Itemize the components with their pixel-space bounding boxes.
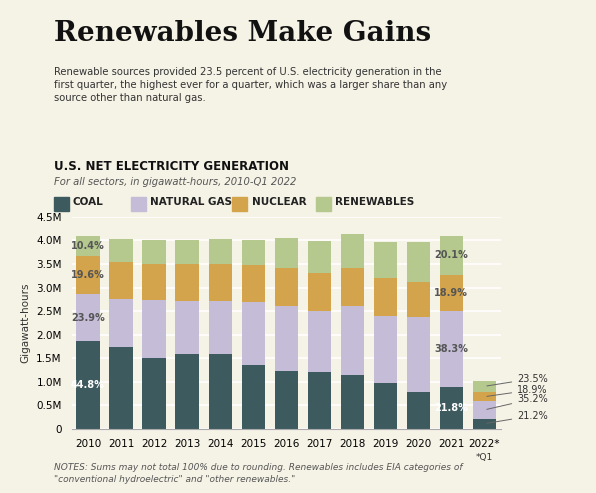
Bar [110,239,132,262]
Text: 18.9%: 18.9% [434,288,468,298]
Bar [440,275,462,312]
Bar [175,240,198,264]
Text: 44.8%: 44.8% [71,380,105,390]
Y-axis label: Gigawatt-hours: Gigawatt-hours [21,282,31,363]
Bar [241,265,265,302]
Bar [440,387,462,429]
Text: *Q1: *Q1 [476,454,493,462]
Bar [374,316,397,384]
Bar [374,384,397,429]
Bar [275,239,297,268]
Bar [232,197,247,211]
Bar [110,347,132,429]
Text: NUCLEAR: NUCLEAR [252,197,306,207]
Bar [275,371,297,429]
Text: NOTES: Sums may not total 100% due to rounding. Renewables includes EIA categori: NOTES: Sums may not total 100% due to ro… [54,463,462,484]
Bar [110,299,132,347]
Bar [340,268,364,306]
Bar [142,357,166,429]
Text: RENEWABLES: RENEWABLES [335,197,414,207]
Bar [76,256,100,294]
Text: 18.9%: 18.9% [487,385,548,396]
Bar [241,240,265,265]
Bar [76,236,100,256]
Text: For all sectors, in gigawatt-hours, 2010-Q1 2022: For all sectors, in gigawatt-hours, 2010… [54,177,296,187]
Bar [209,302,232,354]
Bar [76,294,100,341]
Bar [308,273,331,311]
Bar [440,312,462,387]
Bar [374,278,397,316]
Bar [308,311,331,372]
Bar [110,262,132,299]
Bar [473,401,496,419]
Bar [473,419,496,429]
Text: U.S. NET ELECTRICITY GENERATION: U.S. NET ELECTRICITY GENERATION [54,160,288,173]
Bar [142,300,166,357]
Bar [275,306,297,371]
Text: 10.4%: 10.4% [71,241,105,251]
Bar [175,354,198,429]
Text: 21.8%: 21.8% [434,403,468,413]
Bar [406,317,430,392]
Text: 23.5%: 23.5% [487,374,548,386]
Bar [209,264,232,302]
Bar [175,264,198,302]
Bar [406,282,430,317]
Bar [308,241,331,273]
Text: 21.2%: 21.2% [487,411,548,423]
Text: 23.9%: 23.9% [71,313,105,322]
Bar [209,354,232,429]
Text: Renewable sources provided 23.5 percent of U.S. electricity generation in the
fi: Renewable sources provided 23.5 percent … [54,67,447,103]
Text: Renewables Make Gains: Renewables Make Gains [54,20,431,47]
Bar [175,302,198,354]
Bar [131,197,146,211]
Bar [54,197,69,211]
Bar [142,264,166,300]
Text: NATURAL GAS: NATURAL GAS [150,197,232,207]
Bar [406,392,430,429]
Text: 19.6%: 19.6% [71,270,105,281]
Bar [374,242,397,278]
Bar [406,243,430,282]
Bar [340,375,364,429]
Bar [340,234,364,268]
Bar [241,365,265,429]
Bar [308,372,331,429]
Bar [316,197,331,211]
Text: COAL: COAL [73,197,104,207]
Text: 35.2%: 35.2% [487,394,548,409]
Bar [473,381,496,392]
Bar [473,392,496,401]
Bar [275,268,297,306]
Bar [142,240,166,264]
Text: 38.3%: 38.3% [434,344,468,354]
Bar [440,236,462,275]
Bar [241,302,265,365]
Bar [340,306,364,375]
Bar [76,341,100,429]
Text: 20.1%: 20.1% [434,250,468,260]
Bar [209,240,232,264]
